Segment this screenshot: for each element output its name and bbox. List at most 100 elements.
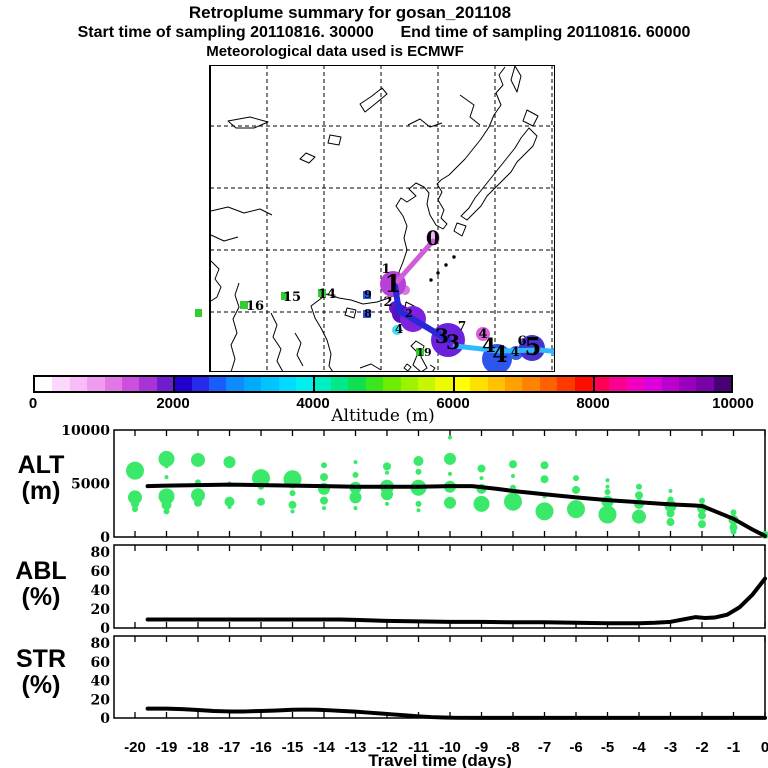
alt-bubble [479,476,484,481]
alt-bubble [605,478,610,483]
colorbar-segment [69,377,88,391]
coastline-borneo-tip [359,363,382,371]
coastline-sakhalin [510,65,522,93]
alt-bubble [194,498,202,507]
panel-frame [113,429,766,538]
alt-bubble [416,508,421,513]
sampling-time-line: Start time of sampling 20110816. 30000 E… [77,24,691,41]
trajectory-day-label: 4 [482,333,496,357]
colorbar-tick-label: 8000 [576,395,610,412]
trajectory-map: 01122337444465798419141516 [195,65,555,372]
alt-bubble [473,495,490,512]
alt-bubble [227,505,232,510]
alt-bubble [158,488,175,505]
colorbar-segment [487,377,505,391]
panel-frame [113,544,766,629]
trajectory-day-label: 7 [458,319,466,333]
str-mean-line [145,706,767,720]
alt-bubble [509,460,517,469]
plume-square-marker [416,348,424,356]
alt-bubble [128,490,142,505]
coastline-island [429,364,436,372]
lake [299,152,316,164]
trajectory-day-label: 3 [435,324,449,348]
colorbar-segment [278,377,297,391]
x-tick-label: -12 [376,739,398,756]
alt-bubble [223,456,236,469]
colorbar-segment [330,377,349,391]
alt-bubble [666,518,675,527]
river [407,118,443,128]
trajectory-day-label: 16 [246,299,264,314]
alt-bubble [385,470,389,475]
trajectory-day-label: 2 [383,295,392,310]
colorbar-segment [209,377,227,391]
alt-bubble [320,496,328,505]
terrain-line [210,206,273,216]
panel-frame [113,635,766,719]
trajectory-day-label: 1 [381,262,390,277]
x-tick-label: -11 [408,739,429,756]
alt-bubble [413,456,424,467]
alt-bubble [163,508,170,515]
alt-bubble [636,483,642,490]
alt-bubble [320,473,328,482]
colorbar-segment [452,377,471,391]
colorbar-segment [609,377,627,391]
x-tick-label: -4 [632,739,646,756]
page-title: Retroplume summary for gosan_201108 [188,3,512,22]
altitude-colorbar [33,375,733,393]
coastline-hainan [344,307,357,319]
str-panel-label-name: STR [16,645,66,673]
colorbar-segment [574,377,592,391]
colorbar-segment [174,377,192,391]
plume-square-marker [240,301,248,309]
y-tick-label: 10000 [61,425,110,439]
alt-bubble [191,488,205,503]
alt-bubble [290,509,295,514]
alt-bubble [252,469,270,488]
alt-bubble [698,520,706,529]
alt-bubble [598,505,617,524]
colorbar-segment [417,377,436,391]
y-tick-label: 60 [91,655,111,671]
alt-bubble [729,523,738,532]
colorbar-segment [365,377,384,391]
colorbar-segment [592,377,610,391]
ryukyu-island [429,278,433,282]
colorbar-segment [383,377,401,391]
coastline-asia [310,66,506,372]
x-tick-label: -1 [727,739,740,756]
x-tick-label: -3 [664,739,677,756]
trajectory-day-label: 4 [478,327,487,342]
alt-bubble [126,461,144,480]
trajectory-day-label: 4 [511,345,519,359]
coastline-gulf [294,332,304,367]
plume-square-marker [281,292,289,300]
colorbar-divider [593,377,595,391]
alt-bubble [161,499,172,510]
coastline-india-edge [210,260,222,302]
colorbar-segment [296,377,314,391]
colorbar-tick-label: 10000 [712,395,754,412]
alt-bubble [353,460,358,465]
alt-panel-label-unit: (m) [21,477,61,505]
trajectory-day-label: 19 [416,346,431,359]
alt-bubble [164,475,169,480]
x-tick-label: -7 [538,739,551,756]
alt-bubble [573,475,579,482]
plume-square-marker [318,289,326,297]
alt-bubble [415,500,422,507]
x-tick-label: -15 [282,739,304,756]
alt-bubble [635,491,643,500]
alt-panel: 0 5000 10000 [61,425,768,546]
alt-bubble [385,501,389,506]
colorbar-segment [191,377,210,391]
x-tick-label: -14 [313,739,335,756]
alt-bubble [604,489,611,496]
alt-bubble [444,452,456,465]
trajectory-day-label: 14 [318,287,336,302]
trajectory-day-label: 4 [395,322,403,336]
abl-panel-label-unit: (%) [21,583,61,611]
